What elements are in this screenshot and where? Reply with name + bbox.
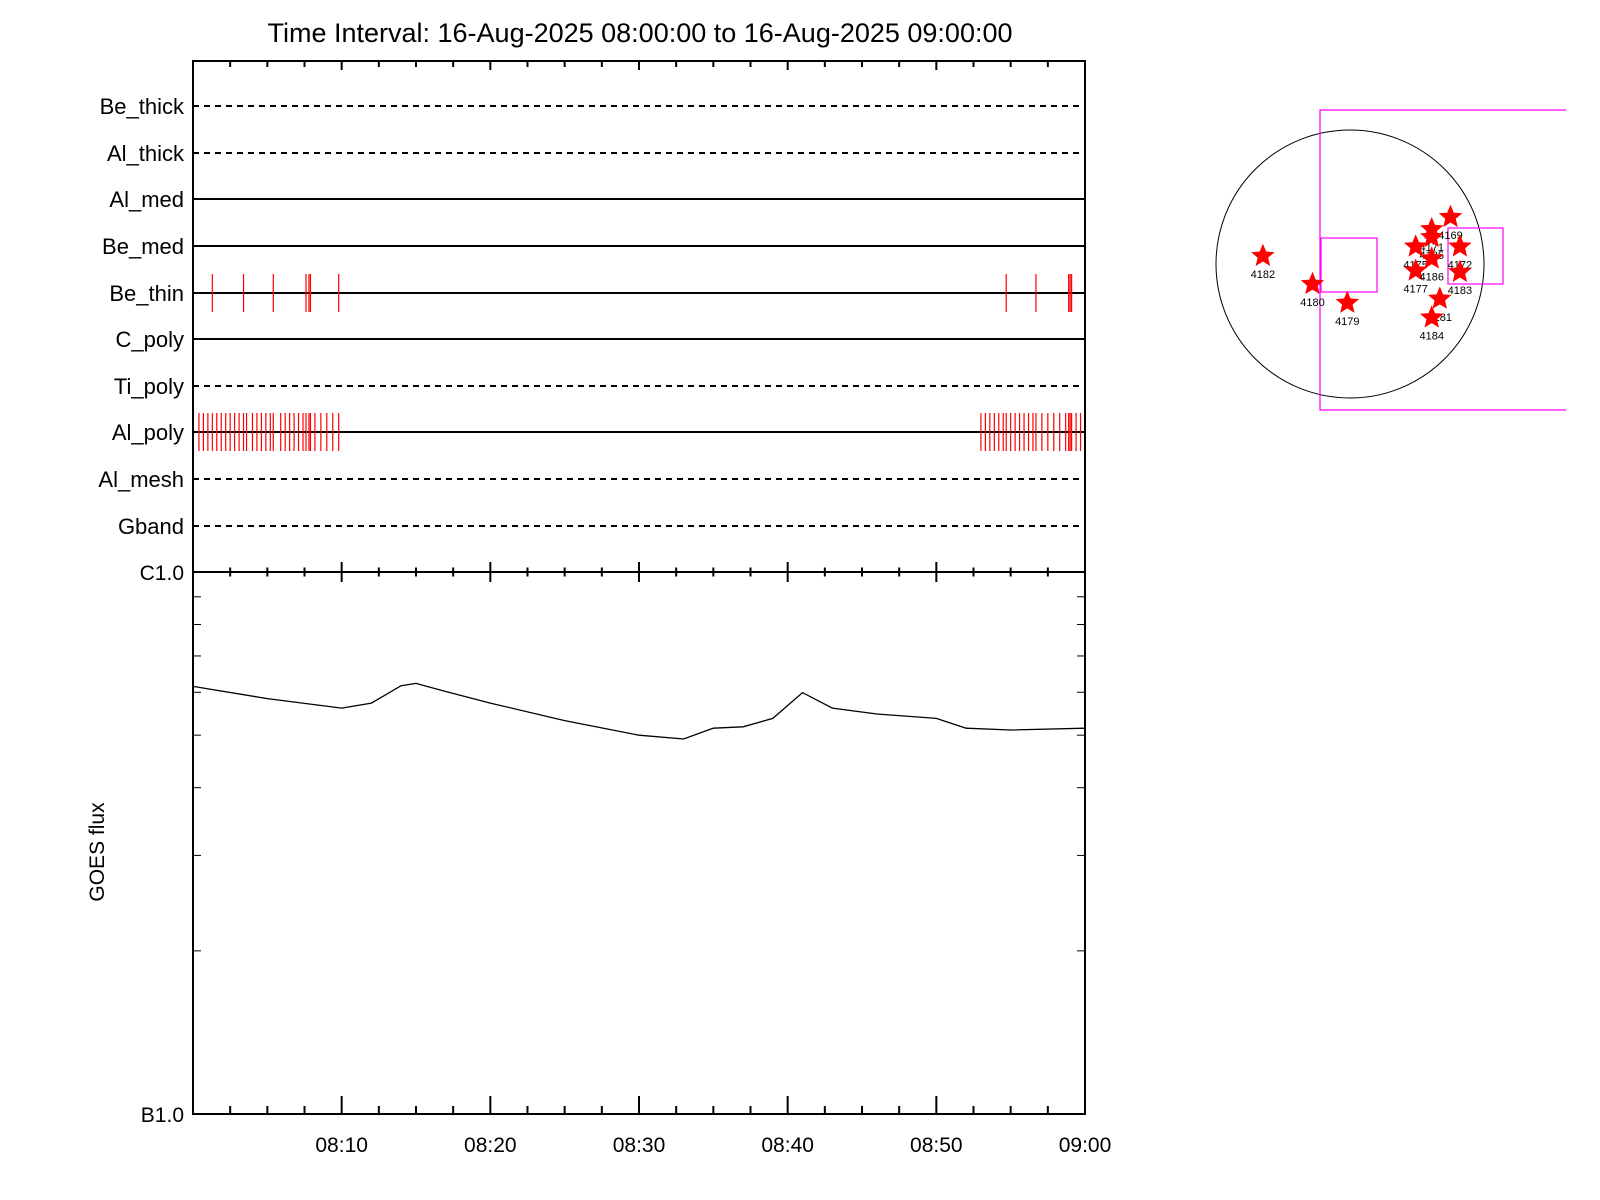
y-tick-label: C1.0 bbox=[140, 562, 184, 585]
channel-label: Al_poly bbox=[112, 420, 184, 445]
active-region-star bbox=[1420, 305, 1444, 328]
pointing-box bbox=[1320, 237, 1378, 293]
x-tick-label: 08:30 bbox=[613, 1134, 666, 1157]
active-region-star bbox=[1438, 204, 1463, 228]
active-region-star bbox=[1448, 234, 1472, 257]
x-tick-label: 08:10 bbox=[315, 1134, 368, 1157]
active-region-star bbox=[1403, 234, 1428, 257]
y-axis-label: GOES flux bbox=[86, 802, 109, 902]
channel-label: Be_med bbox=[102, 234, 184, 259]
y-tick-label: B1.0 bbox=[141, 1104, 184, 1127]
channel-label: C_poly bbox=[116, 327, 184, 352]
chart-title: Time Interval: 16-Aug-2025 08:00:00 to 1… bbox=[267, 18, 1012, 48]
field-of-view-box bbox=[1319, 109, 1566, 411]
x-tick-label: 09:00 bbox=[1059, 1134, 1112, 1157]
active-region-label: 4169 bbox=[1438, 230, 1462, 242]
active-region-star bbox=[1300, 271, 1325, 295]
channel-label: Be_thick bbox=[100, 94, 185, 119]
x-tick-label: 08:50 bbox=[910, 1134, 963, 1157]
active-region-star bbox=[1335, 290, 1360, 313]
channel-label: Al_med bbox=[109, 187, 184, 212]
active-region-star bbox=[1428, 286, 1452, 309]
solar-disk-map: 4169417141854175417741864172418341814184… bbox=[1215, 109, 1566, 411]
target-box bbox=[1447, 227, 1504, 285]
active-region-label: 4179 bbox=[1335, 316, 1359, 328]
active-region-star bbox=[1251, 243, 1275, 266]
channel-label: Gband bbox=[118, 514, 184, 539]
x-tick-label: 08:40 bbox=[761, 1134, 814, 1157]
channel-label: Ti_poly bbox=[114, 374, 184, 399]
x-tick-label: 08:20 bbox=[464, 1134, 517, 1157]
active-region-label: 4183 bbox=[1448, 285, 1472, 297]
active-region-label: 4180 bbox=[1300, 297, 1324, 309]
active-region-label: 4186 bbox=[1419, 272, 1443, 284]
active-region-star bbox=[1403, 258, 1428, 281]
goes-flux-line bbox=[192, 682, 1086, 740]
goes-frame bbox=[192, 571, 1086, 1115]
active-region-star bbox=[1420, 224, 1444, 248]
solar-disk bbox=[1215, 129, 1485, 399]
active-region-label: 4177 bbox=[1403, 284, 1427, 296]
active-region-label: 4184 bbox=[1419, 331, 1443, 343]
channel-label: Al_thick bbox=[107, 141, 185, 166]
active-region-star bbox=[1448, 259, 1472, 282]
channel-label: Al_mesh bbox=[98, 467, 184, 492]
channel-label: Be_thin bbox=[109, 281, 184, 306]
timeline-panel: Be_thick Al_thick Al_med Be_med Be_thin C_pol… bbox=[98, 60, 1086, 582]
timeline-frame bbox=[192, 60, 1086, 573]
goes-flux-panel: C1.0 B1.0 08:10 08:20 08:30 08:40 08:50 09:00 bbox=[140, 562, 1112, 1157]
active-region-label: 4182 bbox=[1251, 269, 1275, 281]
active-region-star bbox=[1420, 246, 1444, 269]
